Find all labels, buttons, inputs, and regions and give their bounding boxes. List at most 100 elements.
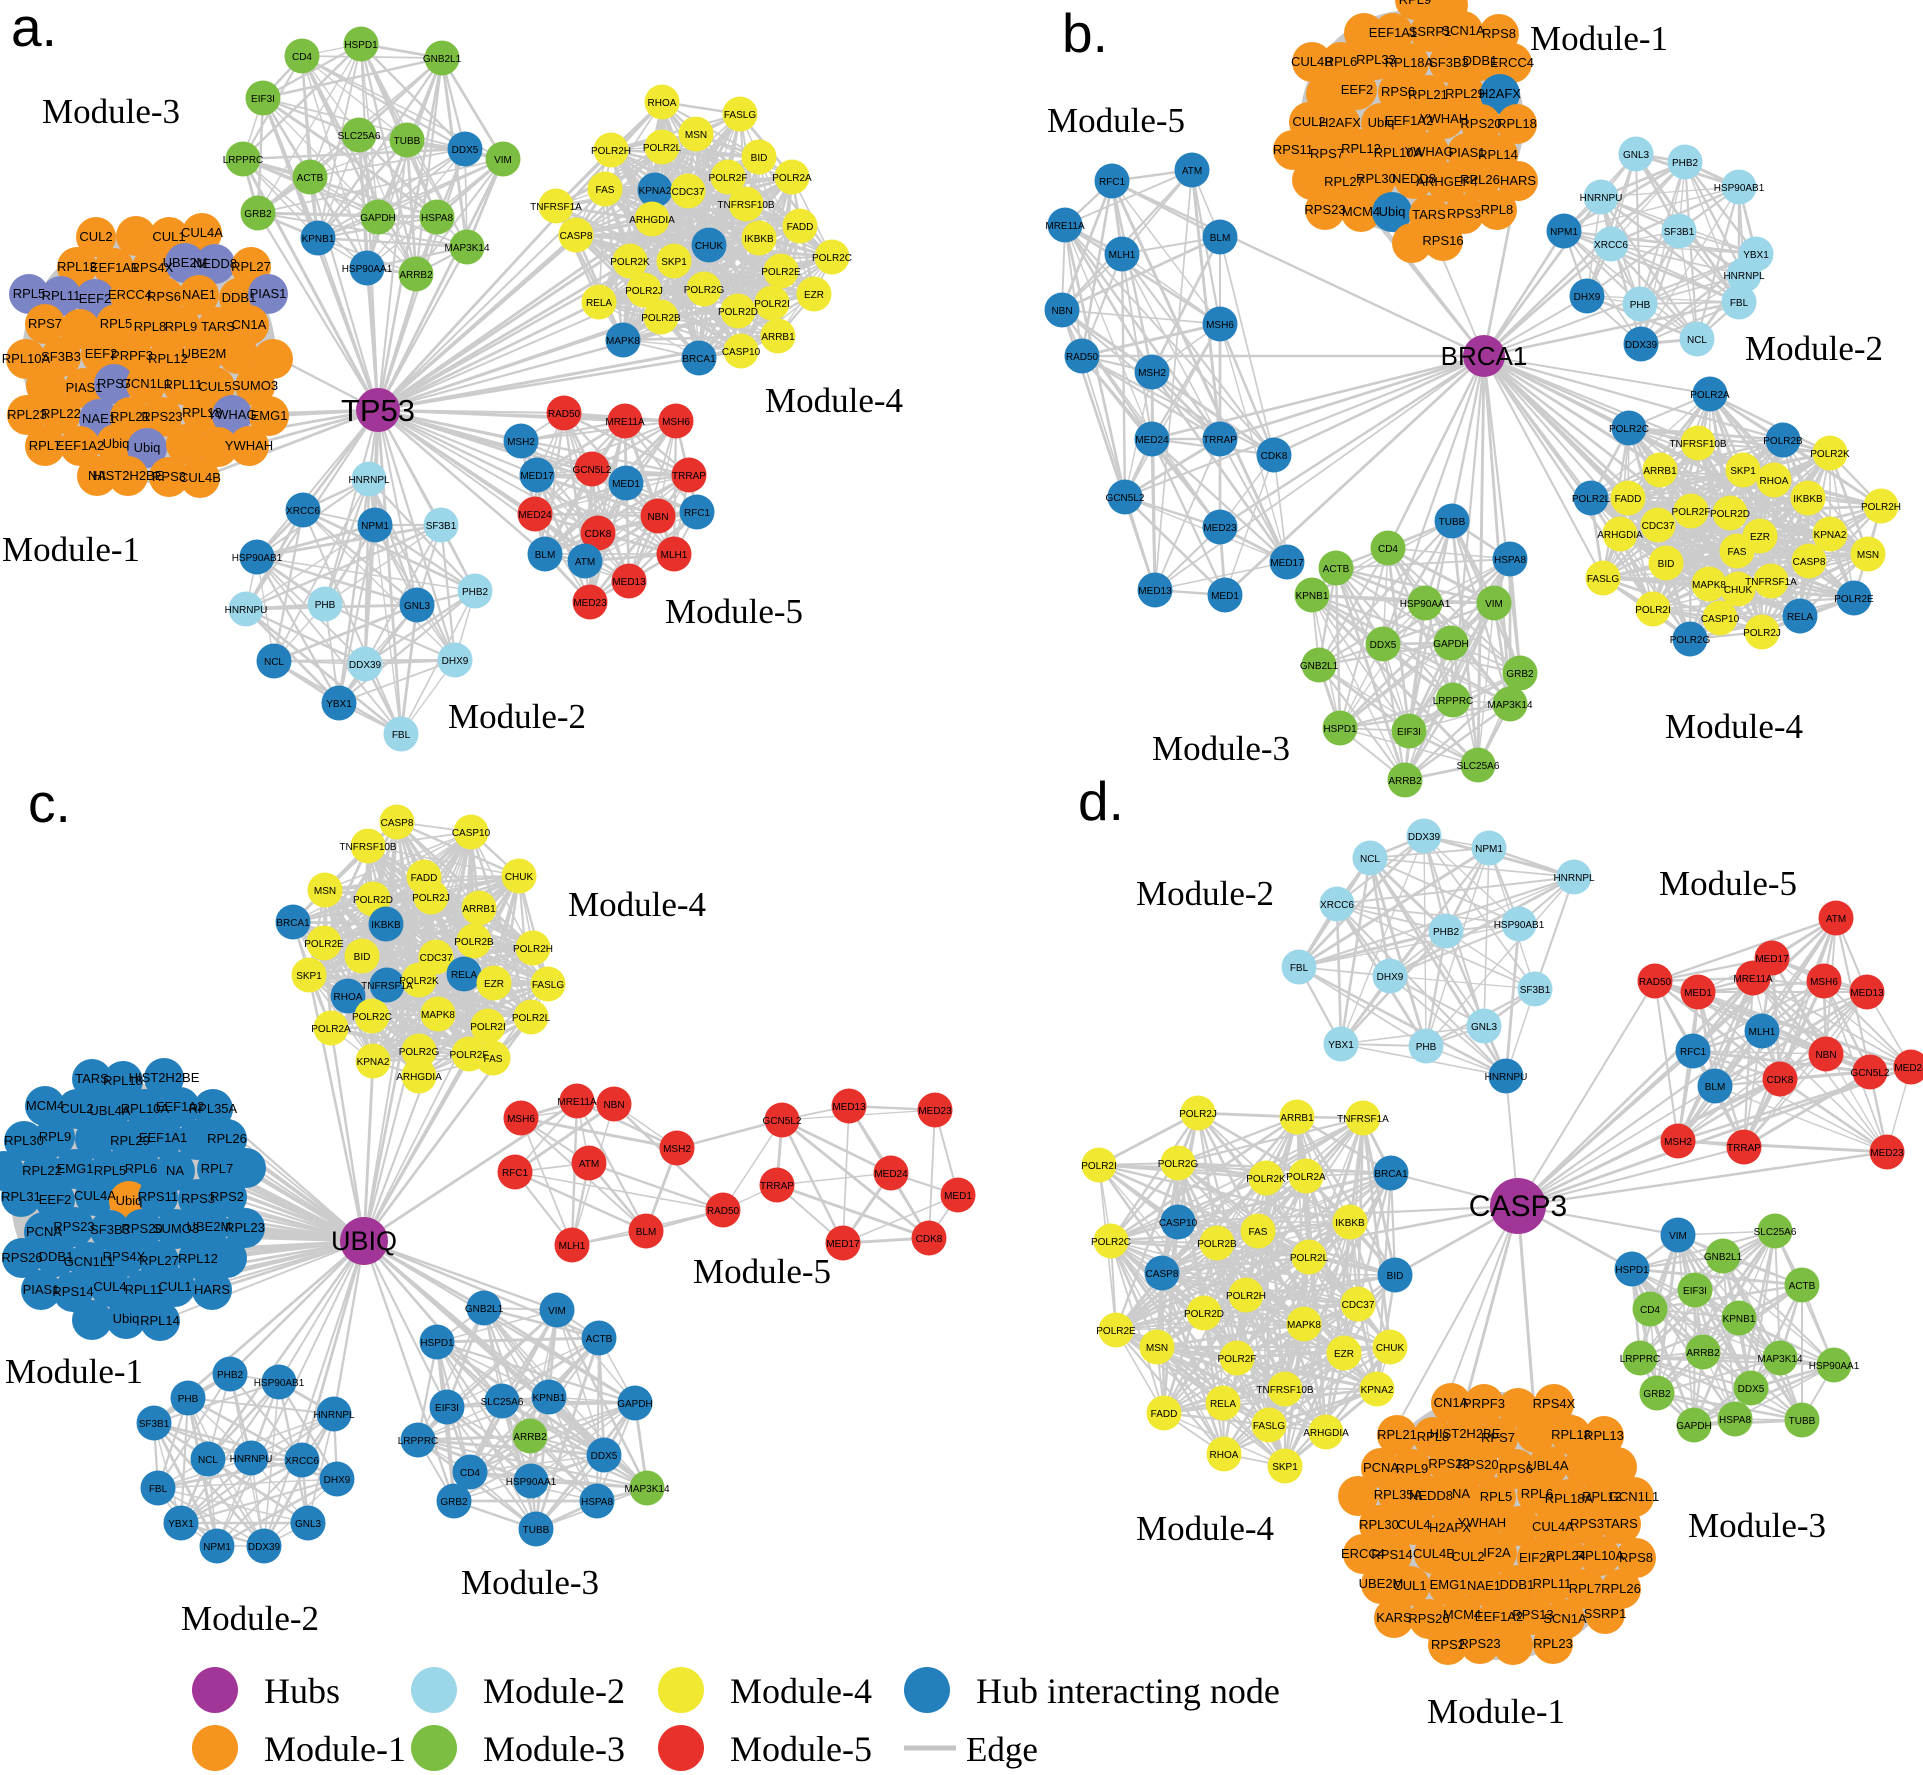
svg-text:Hub interacting node: Hub interacting node [976,1671,1280,1711]
svg-text:MED1: MED1 [944,1191,972,1202]
svg-text:FADD: FADD [1615,494,1642,505]
svg-text:NBN: NBN [1051,306,1072,317]
svg-text:CUL4B: CUL4B [1413,1546,1455,1561]
svg-text:RPL22: RPL22 [22,1163,62,1178]
svg-text:VIM: VIM [1669,1231,1687,1242]
svg-text:RPS2: RPS2 [210,1189,244,1204]
svg-text:HSPA8: HSPA8 [581,1497,613,1508]
svg-text:POLR2E: POLR2E [761,267,801,278]
svg-text:CD4: CD4 [292,52,312,63]
svg-text:RPL13: RPL13 [1584,1428,1624,1443]
svg-text:Module-3: Module-3 [1152,729,1290,768]
svg-text:EEF2: EEF2 [79,291,112,306]
svg-text:RPL27: RPL27 [139,1253,179,1268]
svg-text:MED1: MED1 [612,479,640,490]
svg-text:RPL6: RPL6 [1521,1486,1554,1501]
svg-text:PRPF3: PRPF3 [111,348,153,363]
svg-text:XRCC6: XRCC6 [285,1456,319,1467]
svg-text:EMG1: EMG1 [57,1161,94,1176]
svg-text:RPL18: RPL18 [1497,116,1537,131]
svg-text:SKP1: SKP1 [1730,466,1756,477]
svg-text:CD4: CD4 [1378,544,1398,555]
svg-text:RPS20: RPS20 [1460,116,1501,131]
svg-text:RPS7: RPS7 [97,376,131,391]
svg-text:POLR2G: POLR2G [1670,635,1711,646]
svg-text:RPL31: RPL31 [1,1189,41,1204]
svg-text:MED23: MED23 [573,598,607,609]
svg-text:PHB: PHB [1416,1042,1437,1053]
svg-text:EEF1A2: EEF1A2 [1385,113,1433,128]
svg-text:POLR2H: POLR2H [1861,502,1901,513]
svg-text:BRCA1: BRCA1 [1374,1169,1408,1180]
svg-text:GNB2L1: GNB2L1 [1300,661,1339,672]
svg-text:ARRB1: ARRB1 [761,332,795,343]
svg-text:KPNA2: KPNA2 [357,1057,390,1068]
svg-text:EEF1A1: EEF1A1 [1369,25,1417,40]
svg-text:MED24: MED24 [874,1169,908,1180]
svg-text:RPS4X: RPS4X [131,260,174,275]
svg-text:CDC37: CDC37 [1642,521,1675,532]
svg-text:ACTB: ACTB [1323,564,1350,575]
svg-text:PIAS1: PIAS1 [23,1282,60,1297]
svg-text:KPNA2: KPNA2 [639,186,672,197]
svg-text:GNB2L1: GNB2L1 [465,1304,504,1315]
svg-text:UBL4A: UBL4A [1527,1458,1569,1473]
svg-text:RPL29: RPL29 [110,1133,150,1148]
svg-text:RPL13: RPL13 [57,259,97,274]
svg-text:POLR2K: POLR2K [610,257,650,268]
svg-text:RPL11: RPL11 [42,288,81,303]
svg-text:RPS14: RPS14 [1371,1547,1412,1562]
svg-text:RPL7: RPL7 [201,1161,234,1176]
svg-text:SLC25A6: SLC25A6 [481,1397,524,1408]
svg-text:MLH1: MLH1 [1749,1027,1776,1038]
svg-text:Module-1: Module-1 [1530,19,1668,58]
svg-text:RPS23: RPS23 [141,409,182,424]
svg-text:SUMO3: SUMO3 [232,378,278,393]
svg-text:CASP8: CASP8 [560,231,593,242]
svg-text:ARRB1: ARRB1 [462,904,496,915]
svg-text:RPS3: RPS3 [1447,206,1481,221]
svg-text:RPL10A: RPL10A [1374,145,1423,160]
svg-text:NEDD8: NEDD8 [193,256,237,271]
svg-text:CHUK: CHUK [1376,1343,1405,1354]
svg-text:FAS: FAS [484,1054,503,1065]
svg-text:NAE1: NAE1 [1467,1578,1501,1593]
svg-text:RFC1: RFC1 [684,508,711,519]
svg-text:MAPK8: MAPK8 [1287,1320,1321,1331]
svg-text:MSH6: MSH6 [662,417,690,428]
svg-text:RPS7: RPS7 [1481,1430,1515,1445]
svg-text:EZR: EZR [484,979,504,990]
svg-text:CDK8: CDK8 [1767,1075,1794,1086]
svg-text:CUL4: CUL4 [1397,1517,1430,1532]
svg-text:BLM: BLM [535,550,556,561]
svg-text:SLC25A6: SLC25A6 [1754,1227,1797,1238]
svg-text:RPS20: RPS20 [1457,1457,1498,1472]
svg-text:SKP1: SKP1 [296,971,322,982]
svg-text:FADD: FADD [787,222,814,233]
svg-text:ARRB2: ARRB2 [513,1432,547,1443]
svg-text:POLR2H: POLR2H [513,944,553,955]
svg-text:CUL1: CUL1 [1393,1578,1426,1593]
svg-text:HSPD1: HSPD1 [420,1338,454,1349]
svg-text:RELA: RELA [1787,612,1813,623]
svg-text:HNRNPL: HNRNPL [1553,873,1595,884]
svg-text:HSP90AA1: HSP90AA1 [506,1477,557,1488]
svg-text:CUL2: CUL2 [1292,114,1325,129]
svg-text:GCN5L2: GCN5L2 [763,1116,802,1127]
svg-text:SSRP1: SSRP1 [1409,24,1452,39]
svg-text:MAP3K14: MAP3K14 [444,243,489,254]
svg-text:MRE11A: MRE11A [557,1097,597,1108]
svg-text:FBL: FBL [1290,963,1309,974]
svg-text:IF2A: IF2A [1483,1545,1511,1560]
svg-text:VIM: VIM [548,1306,566,1317]
svg-text:GNL3: GNL3 [404,601,431,612]
svg-text:NAE1: NAE1 [182,287,216,302]
svg-text:PIAS1: PIAS1 [66,380,103,395]
svg-text:BRCA1: BRCA1 [276,918,310,929]
svg-text:DDX39: DDX39 [349,660,382,671]
svg-text:IKBKB: IKBKB [371,920,401,931]
svg-text:GNL3: GNL3 [1471,1022,1498,1033]
svg-text:FASLG: FASLG [532,980,564,991]
svg-text:TUBB: TUBB [1439,517,1466,528]
svg-text:MAP3K14: MAP3K14 [1487,700,1532,711]
